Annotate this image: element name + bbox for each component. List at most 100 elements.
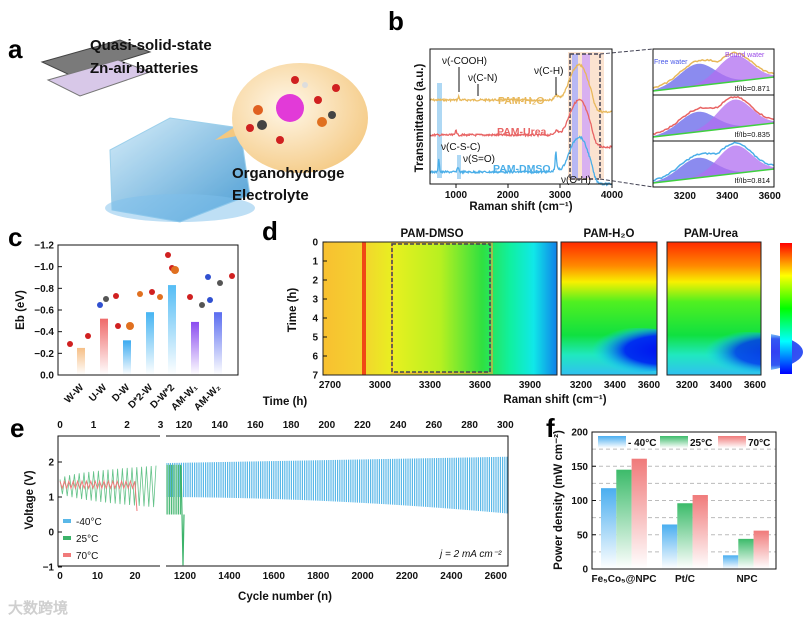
- d-title-dmso: PAM-DMSO: [400, 228, 463, 240]
- e-top-tick-label: 3: [158, 420, 164, 431]
- f-xtick-label: Pt/C: [675, 574, 695, 585]
- annotation-csc: ν(C-S-C): [441, 142, 480, 153]
- e-top-tick-label: 2: [124, 420, 130, 431]
- e-top-xlabel: Time (h): [263, 396, 308, 408]
- inset-spectrum: [652, 51, 774, 90]
- zinc-ion: [276, 94, 304, 122]
- annotation-cn: ν(C-N): [468, 73, 497, 84]
- series-label-pam-h2o: PAM-H₂O: [498, 95, 544, 107]
- e-top-tick-label: 260: [426, 420, 443, 431]
- highlight-so: [457, 155, 461, 179]
- ch-stretch-band: [362, 242, 366, 375]
- b-xtick-label: 4000: [601, 190, 624, 201]
- d-xtick-label: 3000: [369, 380, 392, 391]
- panel-c-binding-energy-chart: W-W U-W D-WD*2-WD-W*2AM-W₁AM-W₂0.0−0.2−0.4…: [15, 241, 239, 413]
- axis-break: [160, 432, 166, 570]
- oh-zoom-box: [569, 53, 601, 180]
- bar-w-w: [77, 347, 85, 375]
- legend-swatch-25: [63, 536, 71, 540]
- annotation-oh: ν(O-H): [561, 175, 591, 186]
- d-xtick-label: 3200: [570, 380, 593, 391]
- e-top-tick-label: 280: [461, 420, 478, 431]
- e-xtick-label: 10: [92, 571, 104, 582]
- bar-70C-2: [753, 530, 769, 569]
- bar-d*2-w: [146, 312, 154, 375]
- c-xtick-label: W-W: [63, 382, 87, 406]
- legend-label-70: 70°C: [76, 551, 98, 562]
- f-ylabel: Power density (mW cm⁻²): [553, 430, 565, 570]
- f-ytick-label: 50: [577, 530, 589, 541]
- bound-water-peak: [653, 55, 774, 91]
- bound-water-band: [582, 54, 590, 178]
- inset-spectrum: [652, 95, 774, 136]
- c-ytick-label: −0.8: [34, 284, 54, 295]
- e-top-tick-label: 200: [318, 420, 335, 431]
- bar-d-w: [123, 340, 131, 375]
- d-frame-2: [560, 241, 658, 376]
- watermark: 大数跨境: [8, 599, 68, 617]
- bar-25C-0: [616, 469, 632, 569]
- highlight-css: [437, 83, 442, 178]
- d-ytick-label: 7: [312, 371, 318, 382]
- e-top-tick-label: 240: [390, 420, 407, 431]
- e-xtick-label: 0: [57, 571, 63, 582]
- e-axes-frame: [57, 435, 509, 567]
- zoom-line-top: [599, 48, 654, 55]
- inset-baseline: [652, 76, 775, 92]
- panel-a-text-1: Quasi-solid-state: [90, 37, 212, 54]
- bar-am-w₂: [214, 312, 222, 375]
- inset-baseline: [652, 168, 775, 184]
- e-xtick-label: 2000: [351, 571, 374, 582]
- intensity-ratio-label: If/Ib=0.814: [734, 176, 770, 185]
- d-xtick-label: 3400: [604, 380, 627, 391]
- legend-swatch-70: [63, 553, 71, 557]
- panel-a-illustration: Quasi-solid-state Zn-air batteries Organ…: [40, 37, 368, 223]
- series-label-pam-dmso: PAM-DMSO: [493, 163, 551, 175]
- d-ytick-label: 5: [312, 333, 318, 344]
- current-density-note: j = 2 mA cm⁻²: [438, 549, 502, 560]
- series-line-pam-h₂o: [429, 63, 612, 114]
- legend-swatch-minus40: [63, 519, 71, 523]
- bar-40C-2: [723, 555, 739, 569]
- b-xtick-label: 2000: [497, 190, 520, 201]
- d-xtick-label: 3400: [710, 380, 733, 391]
- colorbar: [780, 243, 792, 374]
- panel-label-b: b: [388, 6, 404, 36]
- hydrogel-puddle: [105, 194, 255, 222]
- legend-label-minus40: -40°C: [76, 517, 102, 528]
- series-label-pam-urea: PAM-Urea: [497, 126, 547, 138]
- d-xtick-label: 3600: [744, 380, 767, 391]
- e-xtick-label: 1800: [307, 571, 330, 582]
- d-ytick-label: 1: [312, 257, 318, 268]
- d-ytick-label: 6: [312, 352, 318, 363]
- panel-label-a: a: [8, 34, 23, 64]
- panel-label-e: e: [10, 413, 24, 443]
- bar-70C-0: [631, 458, 647, 569]
- d-frame-1: [322, 241, 558, 376]
- annotation-so: ν(S=O): [463, 154, 495, 165]
- bar-40C-0: [601, 488, 617, 569]
- intensity-ratio-label: If/Ib=0.871: [734, 84, 770, 93]
- d-title-urea: PAM-Urea: [684, 228, 739, 240]
- c-ytick-label: 0.0: [40, 371, 54, 382]
- f-ytick-label: 0: [582, 565, 588, 576]
- bound-water-peak: [653, 99, 774, 137]
- d-xtick-label: 3900: [519, 380, 542, 391]
- intensity-ratio-label: If/Ib=0.835: [734, 130, 770, 139]
- legend-swatch: [718, 436, 746, 448]
- d-title-h2o: PAM-H₂O: [584, 228, 635, 240]
- bar-u-w: [100, 318, 108, 375]
- bar-40C-1: [662, 524, 678, 569]
- panel-a-text-4: Electrolyte: [232, 187, 309, 204]
- molecule-bubble: [232, 63, 368, 173]
- d-xtick-label: 3200: [676, 380, 699, 391]
- b-ylabel: Transmittance (a.u.): [414, 64, 426, 173]
- panel-label-c: c: [8, 222, 22, 252]
- d-ytick-label: 0: [312, 238, 318, 249]
- molecule-icons: [246, 76, 340, 144]
- d-ytick-label: 4: [312, 314, 318, 325]
- e-xtick-label: 1200: [174, 571, 197, 582]
- inset-spectrum: [652, 141, 774, 182]
- bar-d-w*2: [168, 285, 176, 375]
